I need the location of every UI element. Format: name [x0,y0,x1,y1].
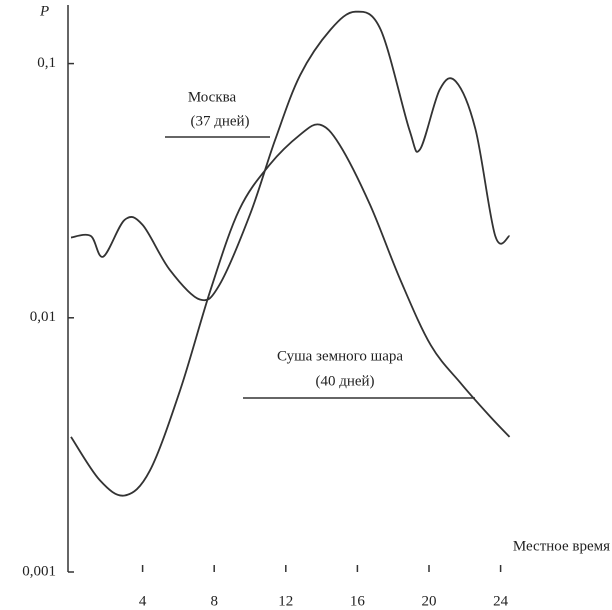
y-axis-label: P [39,3,49,19]
x-axis-label: Местное время [513,538,610,554]
x-tick-label: 24 [493,593,509,609]
x-tick-label: 20 [422,593,437,609]
y-tick-label: 0,001 [22,563,56,579]
y-tick-label: 0,01 [30,309,56,325]
series-label: (37 дней) [190,113,249,129]
x-tick-label: 8 [210,593,218,609]
series-name: Суша земного шара [277,348,403,364]
y-tick-label: 0,1 [37,55,56,71]
series-label: (40 дней) [315,373,374,389]
line-series [70,123,511,497]
x-tick-label: 16 [350,593,366,609]
x-tick-label: 12 [278,593,293,609]
line-series [70,10,511,302]
x-tick-label: 4 [139,593,147,609]
series-name: Москва [188,89,237,105]
